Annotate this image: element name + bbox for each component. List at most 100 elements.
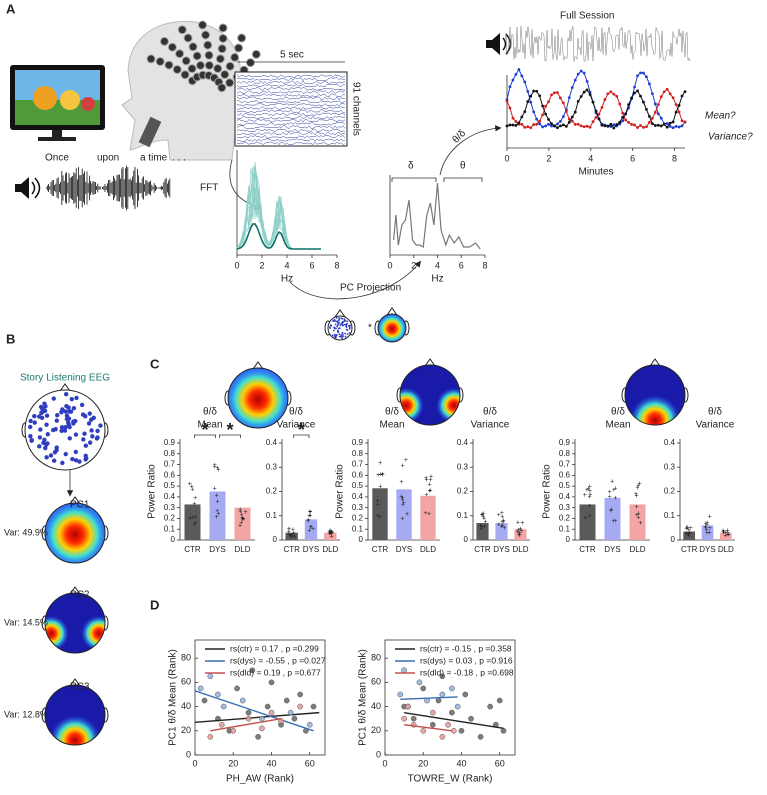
scatter-cross: + [481, 511, 485, 518]
scatter-cross: + [216, 511, 220, 518]
scatter-cross: + [329, 530, 333, 537]
x-tick-label: DYS [493, 545, 509, 554]
significance-marker: * [298, 420, 305, 440]
electrode [188, 42, 198, 52]
data-point [264, 703, 271, 710]
x-tick-label: 60 [495, 758, 505, 768]
scatter-cross: + [287, 529, 291, 536]
scatter-cross: + [500, 519, 504, 526]
electrode [338, 327, 341, 330]
panel-label: C [150, 356, 160, 371]
electrode [44, 413, 50, 418]
eeg-trace [236, 119, 346, 123]
x-tick-label: DLD [322, 545, 338, 554]
bar [285, 532, 298, 540]
electrode [81, 437, 86, 442]
data-point [245, 715, 252, 722]
electrode [203, 40, 213, 50]
scatter-cross: + [634, 491, 638, 498]
electrode [37, 414, 42, 419]
x-tick-label: CTR [283, 545, 300, 554]
eeg-trace [236, 112, 346, 117]
scatter-cross: + [636, 514, 640, 521]
electrode [328, 326, 331, 329]
scatter-cross: + [708, 514, 712, 521]
mean-question: Mean? [705, 111, 736, 122]
data-point [297, 691, 303, 698]
electrode [180, 70, 190, 80]
electrode [67, 424, 72, 430]
y-tick-label: 0.4 [457, 438, 469, 447]
electrode [87, 411, 92, 416]
significance-marker: * [201, 420, 208, 440]
eeg-trace [236, 122, 346, 126]
scatter-cross: + [705, 530, 709, 537]
head-outline [44, 502, 106, 564]
scatter-cross: + [634, 493, 638, 500]
scatter-cross: + [399, 479, 403, 486]
scatter-cross: + [685, 530, 689, 537]
data-point [416, 679, 423, 686]
y-tick-label: 0.5 [559, 481, 571, 490]
session-title: Full Session [560, 11, 614, 22]
data-point [454, 703, 461, 710]
scatter-cross: + [287, 526, 291, 533]
activation [45, 615, 69, 652]
scatter-cross: + [482, 516, 486, 523]
scatter-cross: + [329, 533, 333, 540]
scatter-cross: + [497, 512, 501, 519]
x-tick-label: 2 [411, 260, 416, 270]
scatter-cross: + [703, 523, 707, 530]
scatter-cross: + [723, 529, 727, 536]
scatter-cross: + [381, 472, 385, 479]
scatter-cross: + [328, 528, 332, 535]
scatter-cross: + [375, 498, 379, 505]
scatter-cross: + [376, 502, 380, 509]
scatter-cross: + [424, 475, 428, 482]
scatter-cross: + [190, 484, 194, 491]
significance-bracket [219, 434, 241, 438]
electrode [82, 431, 87, 436]
scatter-cross: + [483, 519, 487, 526]
electrode [73, 458, 79, 463]
y-axis-label: Power Ratio [542, 464, 553, 519]
eeg-traces [236, 74, 346, 145]
scatter-cross: + [501, 519, 505, 526]
electrode [336, 333, 338, 336]
projection-arrow [289, 260, 421, 300]
electrode [69, 396, 74, 402]
scatter-cross: + [586, 486, 590, 493]
bar [420, 495, 436, 540]
scatter-cross: + [638, 520, 642, 527]
scatter-cross: + [725, 528, 729, 535]
x-tick-label: DLD [629, 545, 645, 554]
activation [436, 387, 460, 424]
head-outline [399, 364, 461, 426]
electrode [215, 54, 225, 64]
eeg-trace [236, 99, 346, 104]
scatter-cross: + [500, 510, 504, 517]
scatter-cross: + [217, 467, 221, 474]
eeg-trace [236, 93, 346, 97]
regression-line [210, 717, 282, 732]
scatter-cross: + [213, 464, 217, 471]
scatter-cross: + [400, 497, 404, 504]
bar [629, 504, 646, 540]
scatter-cross: + [424, 477, 428, 484]
variance-question: Variance? [708, 132, 753, 143]
electrode [77, 459, 82, 464]
head-outline [624, 364, 686, 426]
nose [649, 358, 661, 367]
data-point [435, 697, 442, 704]
significance-marker: * [226, 420, 233, 440]
x-tick-label: 4 [284, 260, 289, 270]
electrode [342, 334, 344, 336]
scatter-cross: + [401, 462, 405, 469]
x-axis-label: TOWRE_W (Rank) [408, 774, 493, 785]
y-tick-label: 0.9 [352, 438, 364, 447]
electrode [45, 432, 50, 437]
data-point [496, 697, 503, 704]
scatter-cross: + [404, 457, 408, 464]
electrode [63, 392, 69, 397]
